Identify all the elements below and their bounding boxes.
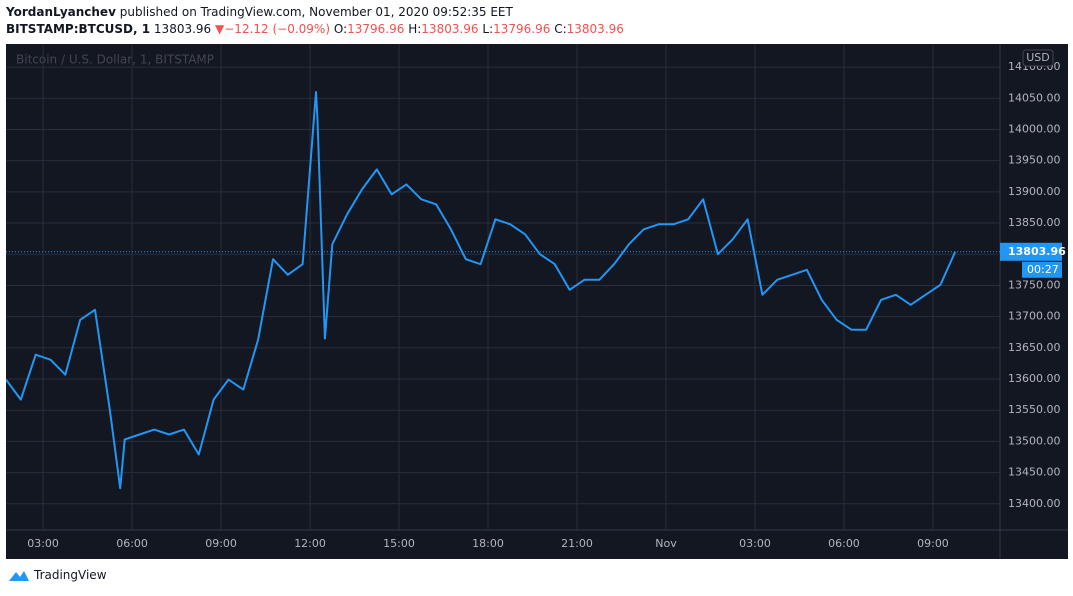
ohlc-value: 13796.96	[493, 22, 551, 36]
last-price-label: 13803.96	[1008, 245, 1066, 258]
last: 13803.96	[153, 22, 212, 36]
watermark: Bitcoin / U.S. Dollar, 1, BITSTAMP	[16, 53, 214, 67]
chart: Bitcoin / U.S. Dollar, 1, BITSTAMP 13400…	[6, 44, 1068, 559]
currency-box	[1022, 49, 1054, 67]
currency: USD	[1026, 51, 1050, 64]
ohlc-value: 13803.96	[421, 22, 479, 36]
x-tick-label: 06:00	[828, 537, 860, 550]
close: C:13803.96	[554, 22, 624, 36]
y-tick-label: 13400.00	[1008, 497, 1061, 510]
ohlc-value: 13796.96	[347, 22, 405, 36]
chart-background	[6, 44, 1068, 559]
high: H:13803.96	[408, 22, 478, 36]
y-tick-label: 13700.00	[1008, 310, 1061, 323]
brand: TradingView	[34, 568, 107, 582]
countdown: 00:27	[1027, 263, 1059, 276]
y-tick-label: 13950.00	[1008, 154, 1061, 167]
x-tick-label: 03:00	[27, 537, 59, 550]
low: L:13796.96	[482, 22, 550, 36]
down-arrow: ▼	[215, 22, 225, 36]
countdown-box	[1022, 261, 1062, 278]
x-tick-label: Nov	[655, 537, 677, 550]
ohlc-value: 13803.96	[566, 22, 624, 36]
last-price-box	[1000, 242, 1062, 261]
ohlc-line: BITSTAMP:BTCUSD, 1 13803.96 ▼−12.12 (−0.…	[6, 22, 624, 36]
y-tick-label: 13450.00	[1008, 466, 1061, 479]
y-tick-label: 13850.00	[1008, 216, 1061, 229]
logo-icon	[9, 571, 29, 581]
y-tick-label: 13900.00	[1008, 185, 1061, 198]
ohlc-label: C:	[554, 22, 567, 36]
y-tick-label: 14000.00	[1008, 122, 1061, 135]
author: YordanLyanchev	[6, 5, 116, 19]
y-tick-label: 13650.00	[1008, 341, 1061, 354]
x-tick-label: 18:00	[472, 537, 504, 550]
ohlc-label: H:	[408, 22, 422, 36]
ohlc-label: O:	[333, 22, 348, 36]
published: published on TradingView.com, November 0…	[119, 5, 513, 19]
x-tick-label: 09:00	[917, 537, 949, 550]
y-tick-label: 13750.00	[1008, 278, 1061, 291]
publish-line: YordanLyanchev published on TradingView.…	[6, 5, 513, 19]
change: −12.12 (−0.09%)	[224, 22, 331, 36]
y-tick-label: 14050.00	[1008, 91, 1061, 104]
x-tick-label: 21:00	[561, 537, 593, 550]
footer: TradingView	[8, 568, 107, 582]
open: O:13796.96	[334, 22, 405, 36]
y-tick-label: 13550.00	[1008, 403, 1061, 416]
x-tick-label: 15:00	[383, 537, 415, 550]
x-tick-label: 03:00	[739, 537, 771, 550]
y-tick-label: 13500.00	[1008, 434, 1061, 447]
price-line	[6, 91, 957, 490]
x-tick-label: 09:00	[205, 537, 237, 550]
x-tick-label: 06:00	[116, 537, 148, 550]
symbol: BITSTAMP:BTCUSD, 1	[6, 22, 151, 36]
x-tick-label: 12:00	[294, 537, 326, 550]
y-tick-label: 13600.00	[1008, 372, 1061, 385]
ohlc-label: L:	[482, 22, 494, 36]
